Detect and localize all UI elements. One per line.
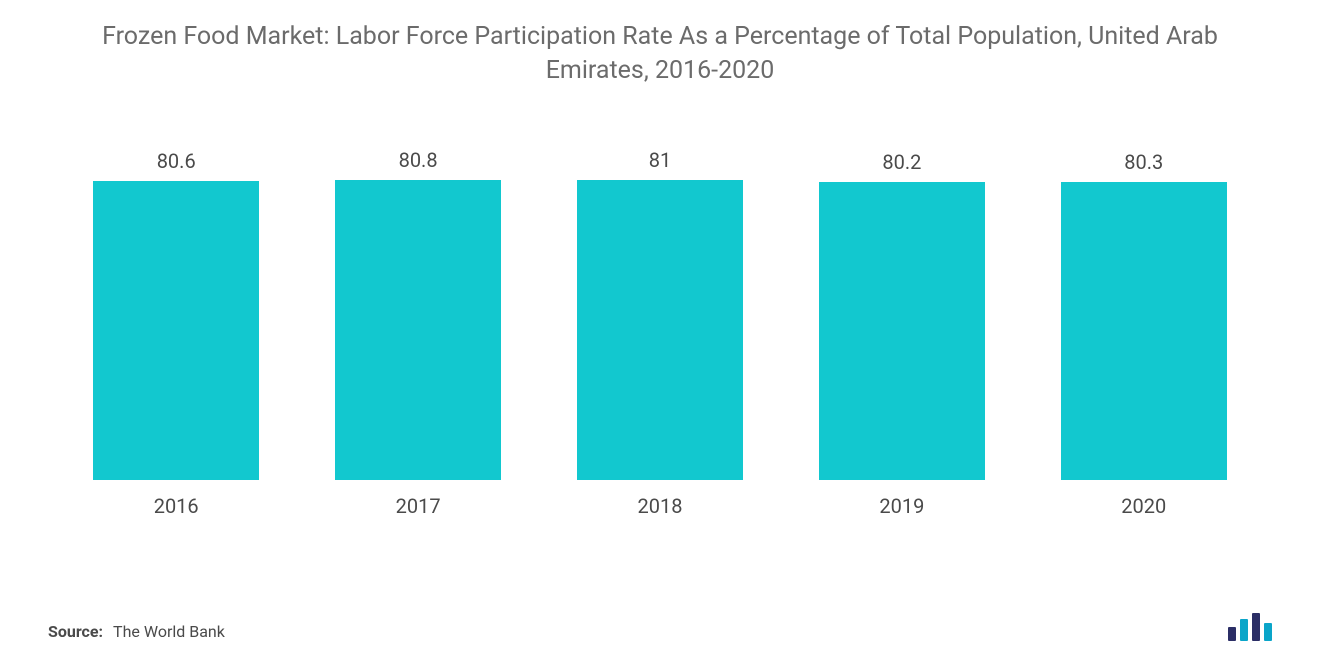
chart-title: Frozen Food Market: Labor Force Particip… xyxy=(0,0,1320,98)
bar-group: 80.3 2020 xyxy=(1038,150,1250,517)
bar-group: 80.6 2016 xyxy=(70,149,282,518)
bar-category-label: 2017 xyxy=(396,494,441,518)
bar-category-label: 2019 xyxy=(879,494,924,518)
bar-container: 80.6201680.8201781201880.2201980.32020 xyxy=(40,158,1280,518)
bar-group: 80.8 2017 xyxy=(312,148,524,517)
bar xyxy=(1061,182,1227,479)
bar-group: 80.2 2019 xyxy=(796,150,1008,517)
bar-value-label: 80.3 xyxy=(1124,150,1163,174)
source-attribution: Source: The World Bank xyxy=(48,622,225,641)
logo-bar xyxy=(1240,619,1248,641)
footer: Source: The World Bank xyxy=(48,613,1272,641)
bar-value-label: 80.6 xyxy=(157,149,196,173)
bar-value-label: 80.8 xyxy=(399,148,438,172)
bar-group: 81 2018 xyxy=(554,148,766,518)
bar xyxy=(335,180,501,479)
bar xyxy=(577,180,743,480)
brand-logo xyxy=(1228,613,1272,641)
bar-value-label: 81 xyxy=(649,148,671,172)
chart-area: 80.6201680.8201781201880.2201980.32020 xyxy=(0,158,1320,598)
bar xyxy=(819,182,985,479)
bar-category-label: 2018 xyxy=(637,494,682,518)
logo-bar xyxy=(1264,623,1272,641)
logo-bar xyxy=(1228,627,1236,641)
source-label: Source: xyxy=(48,622,103,641)
bar xyxy=(93,181,259,480)
source-text: The World Bank xyxy=(113,622,225,641)
bar-category-label: 2016 xyxy=(154,494,199,518)
bar-category-label: 2020 xyxy=(1121,494,1166,518)
bar-value-label: 80.2 xyxy=(882,150,921,174)
logo-bar xyxy=(1252,613,1260,641)
